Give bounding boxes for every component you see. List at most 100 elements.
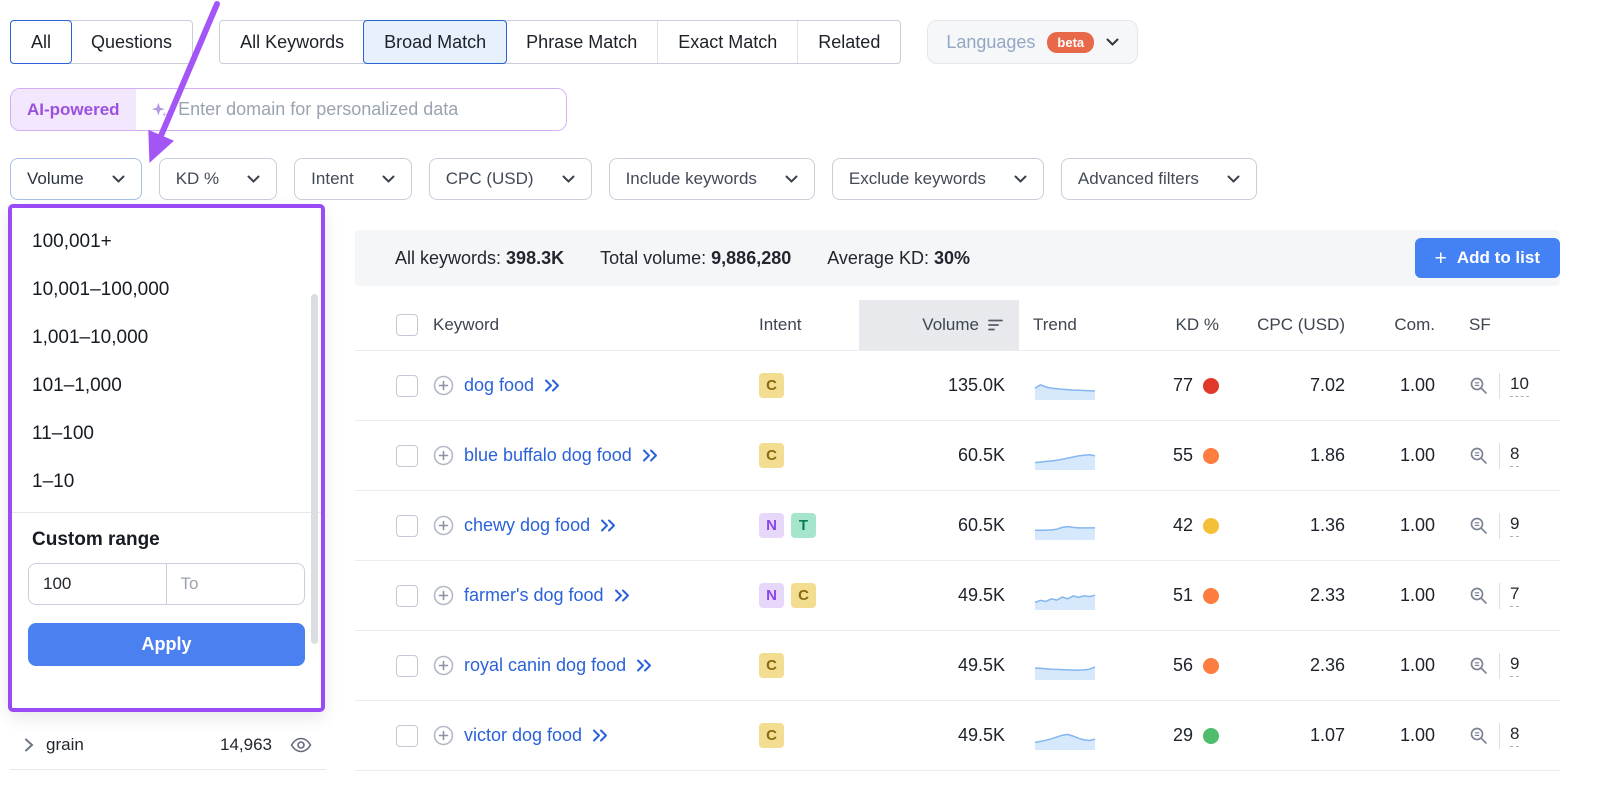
serp-preview-icon[interactable] [1469, 656, 1489, 676]
kd-dot [1203, 517, 1219, 534]
keyword-group-row[interactable]: grain 14,963 [10, 720, 326, 770]
volume-option-2[interactable]: 1,001–10,000 [32, 327, 149, 348]
row-checkbox[interactable] [396, 654, 418, 677]
header-cpc[interactable]: CPC (USD) [1257, 315, 1345, 334]
keyword-link[interactable]: blue buffalo dog food [464, 445, 632, 465]
row-checkbox[interactable] [396, 724, 418, 747]
kd-dot [1203, 447, 1219, 464]
serp-preview-icon[interactable] [1469, 376, 1489, 396]
scrollbar[interactable] [311, 294, 318, 644]
languages-dropdown[interactable]: Languages beta [927, 20, 1139, 64]
top-tab-bar: All Questions All Keywords Broad Match Phra… [10, 20, 1139, 64]
header-intent[interactable]: Intent [759, 315, 802, 334]
tab-all-keywords[interactable]: All Keywords [240, 31, 345, 52]
volume-option-1[interactable]: 10,001–100,000 [32, 279, 170, 300]
double-chevron-right-icon[interactable] [544, 379, 561, 392]
keyword-link[interactable]: farmer's dog food [464, 585, 604, 605]
serp-features-count[interactable]: 9 [1510, 654, 1520, 677]
serp-features-count[interactable]: 9 [1510, 514, 1520, 537]
serp-features-count[interactable]: 8 [1510, 444, 1520, 467]
filter-cpc-usd[interactable]: CPC (USD) [428, 158, 592, 200]
volume-option-0[interactable]: 100,001+ [32, 231, 112, 252]
serp-preview-icon[interactable] [1469, 586, 1489, 606]
domain-input[interactable] [178, 99, 552, 120]
serp-preview-icon[interactable] [1469, 516, 1489, 536]
add-keyword-icon[interactable] [433, 585, 454, 606]
header-volume[interactable]: Volume [859, 300, 1019, 350]
double-chevron-right-icon[interactable] [636, 659, 653, 672]
table-header-row: Keyword Intent Volume Trend KD % CPC (US… [355, 300, 1560, 350]
keyword-link[interactable]: victor dog food [464, 725, 583, 745]
double-chevron-right-icon[interactable] [600, 519, 617, 532]
header-kd[interactable]: KD % [1175, 315, 1219, 334]
table-row: chewy dog food N T 60.5K 42 1.36 1.00 9 [355, 490, 1560, 560]
add-keyword-icon[interactable] [433, 375, 454, 396]
add-to-list-button[interactable]: + Add to list [1414, 238, 1560, 278]
intent-badge-transactional: T [791, 513, 816, 538]
plus-icon: + [1434, 246, 1447, 270]
header-com[interactable]: Com. [1394, 315, 1435, 334]
com-value: 1.00 [1399, 585, 1435, 605]
filter-advanced-filters[interactable]: Advanced filters [1060, 158, 1257, 200]
filter-include-keywords[interactable]: Include keywords [608, 158, 815, 200]
header-sf[interactable]: SF [1469, 315, 1491, 334]
filter-volume[interactable]: Volume [10, 158, 142, 200]
volume-option-4[interactable]: 11–100 [32, 423, 94, 444]
kd-dot [1203, 587, 1219, 604]
chevron-down-icon [1227, 175, 1240, 183]
kd-value: 55 [1172, 445, 1193, 465]
serp-preview-icon[interactable] [1469, 446, 1489, 466]
trend-sparkline [1035, 525, 1095, 540]
volume-value: 49.5K [957, 585, 1005, 605]
serp-features-count[interactable]: 10 [1510, 374, 1529, 397]
tab-broad-match[interactable]: Broad Match [363, 20, 508, 64]
sort-icon[interactable] [988, 318, 1005, 332]
add-keyword-icon[interactable] [433, 725, 454, 746]
double-chevron-right-icon[interactable] [592, 729, 609, 742]
chevron-down-icon [247, 175, 260, 183]
add-keyword-icon[interactable] [433, 445, 454, 466]
chevron-down-icon [1106, 38, 1119, 46]
tab-exact-match[interactable]: Exact Match [657, 21, 797, 63]
row-checkbox[interactable] [396, 514, 418, 537]
serp-features-count[interactable]: 7 [1510, 584, 1520, 607]
double-chevron-right-icon[interactable] [642, 449, 659, 462]
range-from-input[interactable] [28, 563, 167, 605]
tab-related[interactable]: Related [797, 21, 900, 63]
tab-questions[interactable]: Questions [91, 31, 173, 52]
volume-option-5[interactable]: 1–10 [32, 471, 75, 492]
select-all-checkbox[interactable] [396, 314, 418, 336]
range-to-input[interactable] [166, 563, 305, 605]
row-checkbox[interactable] [396, 444, 418, 467]
add-keyword-icon[interactable] [433, 515, 454, 536]
serp-preview-icon[interactable] [1469, 726, 1489, 746]
languages-label: Languages [946, 31, 1036, 52]
filter-intent[interactable]: Intent [294, 158, 412, 200]
header-trend[interactable]: Trend [1033, 315, 1077, 334]
tab-phrase-match[interactable]: Phrase Match [526, 31, 638, 52]
eye-icon[interactable] [290, 737, 312, 753]
chevron-down-icon [562, 175, 575, 183]
filter-exclude-keywords[interactable]: Exclude keywords [831, 158, 1044, 200]
serp-features-count[interactable]: 8 [1510, 724, 1520, 747]
keyword-link[interactable]: chewy dog food [464, 515, 591, 535]
cpc-value: 7.02 [1309, 375, 1345, 395]
custom-range-label: Custom range [32, 529, 160, 550]
tab-all[interactable]: All [10, 20, 73, 64]
double-chevron-right-icon[interactable] [614, 589, 631, 602]
apply-button[interactable]: Apply [28, 623, 305, 666]
volume-value: 60.5K [957, 445, 1005, 465]
volume-filter-dropdown: 100,001+ 10,001–100,000 1,001–10,000 101–1,… [8, 204, 325, 712]
add-keyword-icon[interactable] [433, 655, 454, 676]
volume-option-3[interactable]: 101–1,000 [32, 375, 122, 396]
intent-badge-commercial: C [759, 653, 784, 678]
com-value: 1.00 [1399, 375, 1435, 395]
filter-kd[interactable]: KD % [158, 158, 278, 200]
keyword-link[interactable]: royal canin dog food [464, 655, 627, 675]
ai-sparkle-icon [151, 102, 167, 117]
keyword-link[interactable]: dog food [464, 375, 535, 395]
row-checkbox[interactable] [396, 584, 418, 607]
row-checkbox[interactable] [396, 374, 418, 397]
header-keyword[interactable]: Keyword [433, 315, 500, 334]
kd-value: 56 [1172, 655, 1193, 675]
